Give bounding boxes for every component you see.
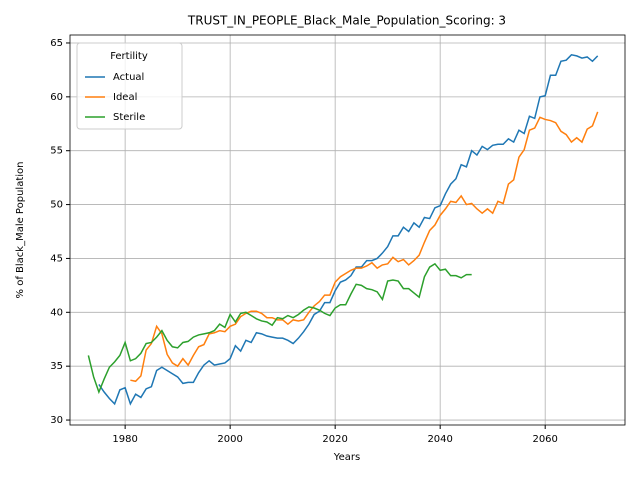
line-series (130, 111, 599, 383)
line-series (87, 262, 472, 395)
legend-title: Fertility (110, 51, 148, 62)
legend-label: Ideal (113, 92, 137, 103)
x-tick-label: 2040 (427, 434, 452, 445)
y-tick-label: 40 (50, 307, 63, 318)
legend-box (76, 42, 183, 130)
x-axis-label: Years (333, 452, 360, 463)
chart-title: TRUST_IN_PEOPLE_Black_Male_Population_Sc… (187, 14, 506, 28)
y-tick-label: 55 (50, 146, 63, 157)
y-tick-label: 35 (50, 361, 63, 372)
y-tick-label: 45 (50, 253, 63, 264)
plot-frame (69, 34, 626, 426)
legend-label: Actual (113, 72, 144, 83)
y-axis-label: % of Black_Male Population (15, 162, 26, 299)
x-tick-label: 1980 (112, 434, 137, 445)
y-tick-label: 65 (50, 38, 63, 49)
x-tick-label: 2000 (217, 434, 242, 445)
legend-label: Sterile (113, 112, 145, 123)
y-tick-label: 50 (50, 200, 63, 211)
x-tick-label: 2020 (322, 434, 347, 445)
line-series (98, 54, 599, 406)
x-tick-label: 2060 (532, 434, 557, 445)
y-tick-label: 60 (50, 92, 63, 103)
y-tick-label: 30 (50, 415, 63, 426)
